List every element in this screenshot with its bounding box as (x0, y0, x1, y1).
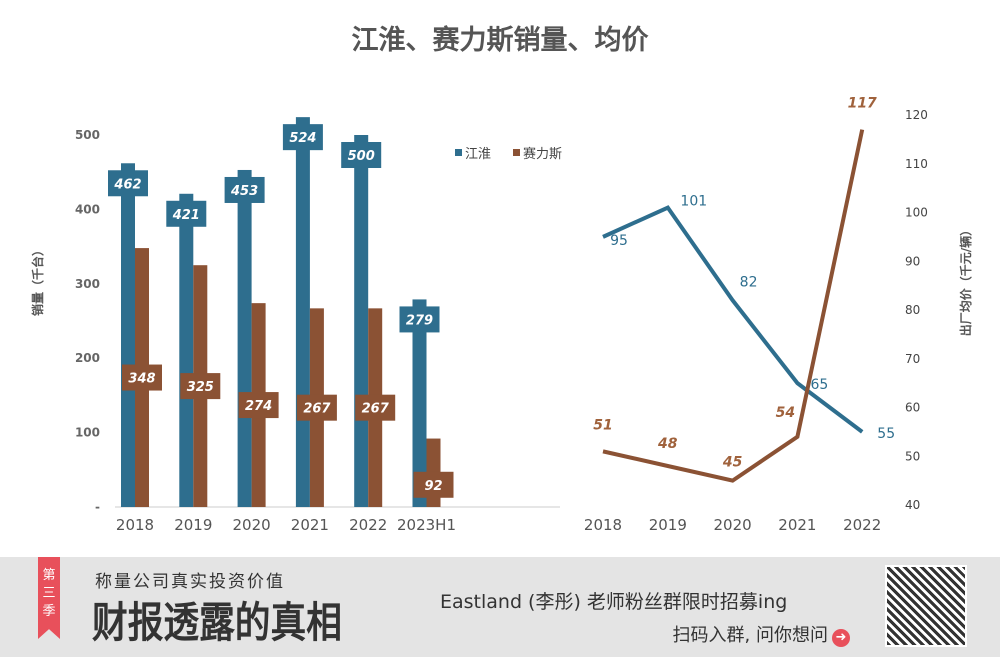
right-y-tick-label: 120 (905, 108, 928, 122)
y-axis-title: 销量（千台） (30, 244, 45, 316)
line-赛力斯 (602, 129, 865, 483)
data-label-box (413, 471, 454, 498)
data-label: 421 (172, 208, 200, 223)
footer-banner: 第三季 称量公司真实投资价值 财报透露的真相 Eastland (李彤) 老师粉… (0, 557, 1000, 657)
y-tick-label: 100 (75, 426, 100, 440)
bar-江淮 (412, 299, 427, 507)
data-label-box (122, 364, 162, 391)
data-label: 462 (113, 177, 141, 192)
arrow-right-circle-icon: ➜ (832, 629, 850, 647)
right-y-axis-title: 出厂均价（千元/辆） (958, 224, 973, 336)
brand-title: 财报透露的真相 (92, 598, 342, 647)
y-tick-label: 200 (75, 351, 100, 365)
promo-text: Eastland (李彤) 老师粉丝群限时招募ing (440, 591, 788, 613)
cta-text: 扫码入群, 问你想问 (672, 625, 828, 646)
line-data-label: 55 (877, 426, 895, 442)
line-data-label: 95 (610, 233, 628, 249)
y-tick-label: 500 (75, 128, 100, 142)
x-tick-label: 2021 (291, 516, 329, 534)
cta-link[interactable]: 扫码入群, 问你想问 ➜ (673, 621, 850, 647)
data-label-box (341, 142, 382, 168)
bar-江淮 (179, 193, 194, 507)
data-label: 92 (424, 479, 442, 494)
data-label-box (355, 394, 396, 421)
x-tick-label: 2020 (714, 516, 752, 534)
data-label: 500 (348, 149, 375, 164)
line-data-label: 48 (657, 436, 678, 452)
x-tick-label: 2023H1 (397, 516, 456, 534)
data-label-box (166, 200, 207, 227)
data-label-box (282, 124, 323, 151)
legend-swatch (513, 149, 520, 156)
data-label: 524 (289, 131, 316, 146)
line-data-label: 82 (740, 274, 758, 290)
bar-江淮 (121, 163, 135, 507)
bar-江淮 (354, 135, 369, 507)
x-tick-label: 2018 (116, 516, 154, 534)
data-label: 267 (362, 402, 390, 417)
line-data-label: 45 (722, 455, 743, 471)
x-tick-label: 2018 (584, 516, 622, 534)
bar-江淮 (295, 117, 310, 508)
line-data-label: 51 (593, 417, 612, 433)
y-tick-label: 300 (75, 277, 100, 291)
data-label-box (296, 394, 337, 421)
right-y-tick-label: 60 (905, 401, 920, 415)
x-tick-label: 2020 (233, 516, 271, 534)
qr-code (885, 565, 967, 647)
slogan: 称量公司真实投资价值 (95, 572, 285, 592)
data-label-box (399, 306, 440, 333)
legend-label: 江淮 (465, 147, 491, 162)
x-tick-label: 2022 (843, 516, 881, 534)
right-y-tick-label: 40 (905, 498, 920, 512)
data-label-box (108, 170, 148, 197)
right-y-tick-label: 80 (905, 303, 920, 317)
bar-江淮 (237, 169, 252, 507)
data-label: 279 (406, 313, 433, 328)
x-tick-label: 2019 (174, 516, 212, 534)
chart: - 100 200 300 400 500 销量（千台） 2018 462 348 2019 421 3… (30, 96, 973, 534)
x-tick-label: 2021 (778, 516, 816, 534)
data-label: 325 (187, 380, 214, 395)
right-y-tick-label: 50 (905, 449, 920, 463)
y-tick-label: - (95, 500, 100, 514)
data-label: 348 (128, 372, 155, 387)
y-tick-label: 400 (75, 202, 100, 216)
line-data-label: 54 (776, 405, 795, 421)
line-data-label: 117 (848, 96, 877, 112)
x-tick-label: 2022 (349, 516, 387, 534)
line-data-label: 101 (680, 194, 707, 210)
line-江淮 (602, 205, 864, 434)
right-y-tick-label: 100 (905, 206, 928, 220)
season-ribbon: 第三季 (38, 557, 60, 639)
right-y-tick-label: 70 (905, 352, 920, 366)
chart-title: 江淮、赛力斯销量、均价 (351, 25, 649, 56)
right-y-tick-label: 90 (905, 254, 920, 268)
data-label-box (238, 392, 279, 419)
data-label-box (180, 373, 221, 400)
x-tick-label: 2019 (649, 516, 687, 534)
right-y-tick-label: 110 (905, 157, 928, 171)
data-label: 274 (245, 399, 272, 414)
legend-swatch (455, 149, 462, 156)
data-label: 453 (230, 184, 258, 199)
data-label-box (224, 176, 265, 203)
line-data-label: 65 (810, 377, 828, 393)
data-label: 267 (303, 402, 331, 417)
legend-label: 赛力斯 (523, 146, 562, 162)
